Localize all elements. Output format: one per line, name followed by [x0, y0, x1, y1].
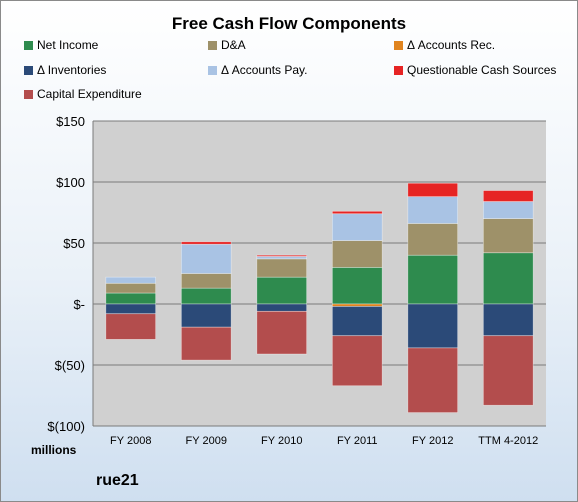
- bar-segment: [407, 223, 459, 256]
- company-name: rue21: [96, 472, 139, 489]
- bar-segment: [407, 196, 459, 224]
- bar-segment: [256, 310, 308, 355]
- legend-inventories: Δ Inventories: [24, 63, 106, 77]
- legend-swatch: [208, 66, 217, 75]
- units-label: millions: [31, 443, 77, 457]
- bar-segment: [407, 182, 459, 197]
- legend-label: D&A: [221, 38, 246, 52]
- bar-segment: [180, 303, 232, 328]
- legend-swatch: [208, 41, 217, 50]
- legend-label: Δ Inventories: [37, 63, 107, 77]
- bar-segment: [105, 303, 157, 315]
- legend-accounts-rec: Δ Accounts Rec.: [394, 38, 495, 52]
- bar-segment: [256, 254, 308, 257]
- legend-da: D&A: [208, 38, 246, 52]
- bar-segment: [482, 335, 534, 406]
- bar-segment: [180, 273, 232, 289]
- x-tick-label: FY 2011: [337, 435, 378, 447]
- bar-segment: [331, 335, 383, 387]
- y-tick-label: $(50): [55, 358, 85, 373]
- bar-segment: [180, 241, 232, 245]
- legend-swatch: [394, 66, 403, 75]
- bar-segment: [407, 303, 459, 349]
- bar-segment: [180, 287, 232, 305]
- bar-segment: [407, 347, 459, 413]
- bar-segment: [105, 282, 157, 294]
- legend-swatch: [24, 66, 33, 75]
- bar-segment: [331, 213, 383, 241]
- y-tick-label: $-: [73, 297, 85, 312]
- legend-accounts-pay: Δ Accounts Pay.: [208, 63, 308, 77]
- y-tick-label: $50: [63, 236, 85, 251]
- legend-swatch: [394, 41, 403, 50]
- bar-segment: [482, 190, 534, 202]
- bar-segment: [482, 303, 534, 337]
- bar-segment: [105, 276, 157, 284]
- bar-segment: [331, 303, 383, 307]
- y-tick-label: $(100): [47, 419, 85, 434]
- bar-segment: [331, 306, 383, 337]
- bar-segment: [482, 201, 534, 219]
- legend-label: Δ Accounts Rec.: [407, 38, 496, 52]
- legend-label: Questionable Cash Sources: [407, 63, 557, 77]
- bar-segment: [105, 292, 157, 305]
- bar-segment: [331, 240, 383, 268]
- bar-segment: [180, 243, 232, 274]
- bar-segment: [482, 252, 534, 305]
- bar-segment: [482, 218, 534, 254]
- chart-title: Free Cash Flow Components: [171, 14, 407, 33]
- legend-swatch: [24, 90, 33, 99]
- legend-label: Capital Expenditure: [37, 87, 142, 101]
- bar-segment: [180, 326, 232, 361]
- x-tick-label: FY 2009: [186, 435, 227, 447]
- plot-area: [93, 121, 546, 426]
- x-tick-label: FY 2010: [261, 435, 302, 447]
- legend-capex: Capital Expenditure: [24, 87, 142, 101]
- bar-segment: [256, 256, 308, 260]
- legend-label: Net Income: [37, 38, 99, 52]
- legend-net-income: Net Income: [24, 38, 98, 52]
- y-tick-label: $150: [56, 114, 85, 129]
- x-tick-label: FY 2008: [110, 435, 151, 447]
- bar-segment: [331, 267, 383, 305]
- bar-segment: [331, 210, 383, 215]
- x-tick-label: TTM 4-2012: [478, 435, 538, 447]
- x-tick-label: FY 2012: [412, 435, 453, 447]
- bar-segment: [105, 313, 157, 340]
- bar-segment: [256, 276, 308, 305]
- bar-segment: [407, 254, 459, 305]
- bar-segment: [256, 258, 308, 278]
- legend-questionable: Questionable Cash Sources: [394, 63, 556, 77]
- bar-segment: [256, 303, 308, 312]
- legend-label: Δ Accounts Pay.: [221, 63, 308, 77]
- y-tick-label: $100: [56, 175, 85, 190]
- legend-swatch: [24, 41, 33, 50]
